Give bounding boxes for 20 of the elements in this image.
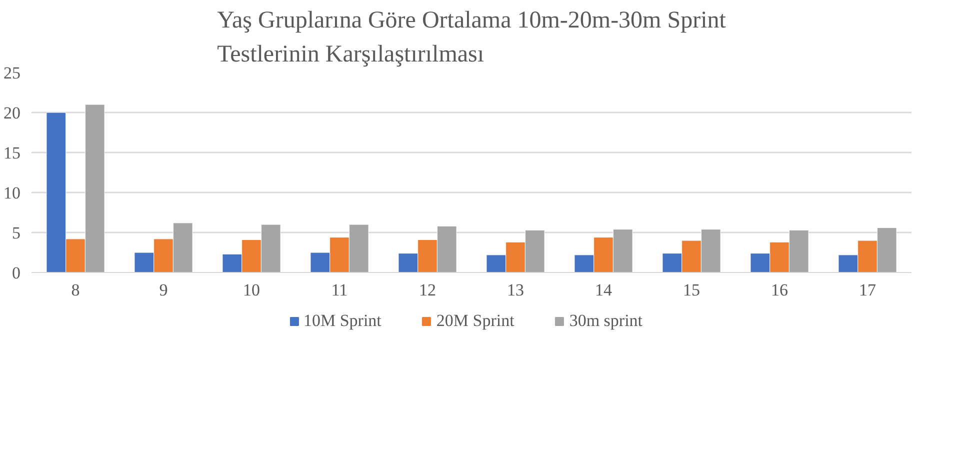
chart-title: Yaş Gruplarına Göre Ortalama 10m-20m-30m Sprint Testlerinin Karşılaştırılması <box>217 8 726 68</box>
x-tick-label: 16 <box>771 280 788 300</box>
y-tick-label: 5 <box>12 224 20 242</box>
x-tick-label: 13 <box>507 280 524 300</box>
y-tick-label: 0 <box>12 264 20 282</box>
x-tick-label: 12 <box>419 280 436 300</box>
legend-label: 20M Sprint <box>436 310 514 330</box>
legend-label: 10M Sprint <box>303 310 382 330</box>
y-tick-label: 20 <box>4 104 20 122</box>
y-tick-label: 10 <box>4 184 20 202</box>
legend-label: 30m sprint <box>569 310 643 330</box>
y-tick-label: 15 <box>4 144 20 162</box>
x-tick-label: 10 <box>243 280 260 300</box>
x-tick-label: 9 <box>159 280 168 300</box>
x-tick-label: 11 <box>331 280 348 300</box>
x-tick-label: 8 <box>71 280 80 300</box>
x-tick-label: 14 <box>595 280 612 300</box>
x-tick-label: 17 <box>859 280 876 300</box>
x-tick-label: 15 <box>683 280 700 300</box>
y-tick-label: 25 <box>4 64 20 82</box>
